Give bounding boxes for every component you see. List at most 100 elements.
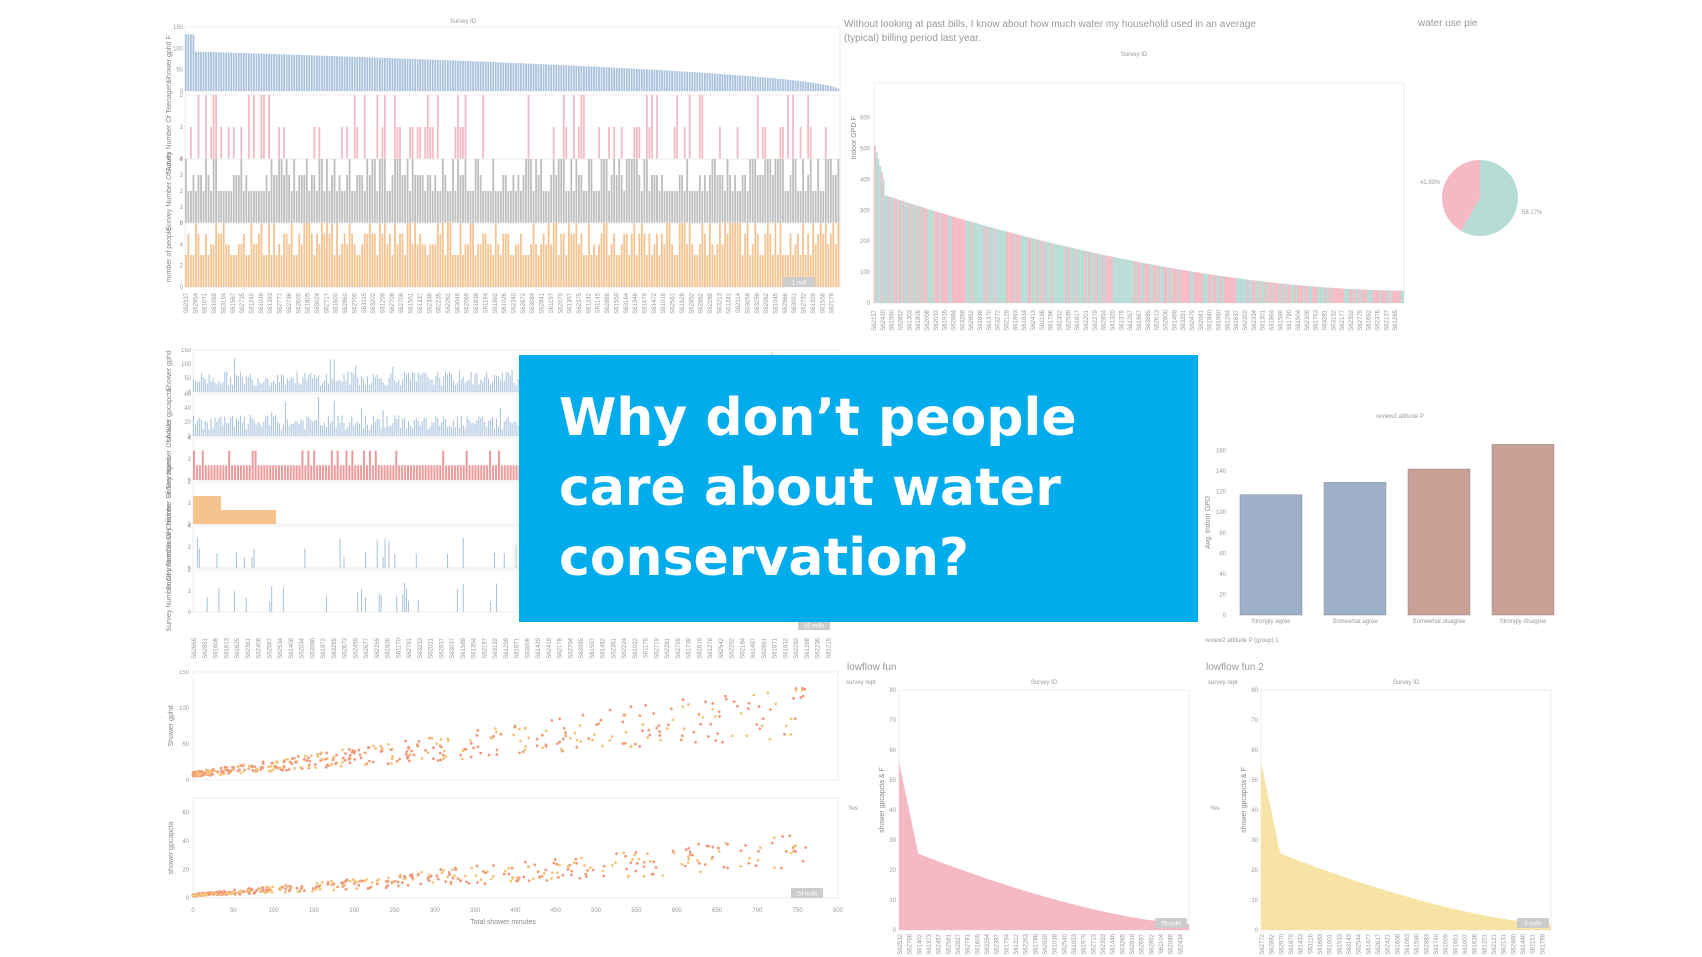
tr-id-label: S61267 — [1128, 309, 1134, 330]
tl-bar — [721, 244, 724, 287]
tr-bar — [1073, 248, 1076, 303]
bl-point — [711, 701, 715, 705]
tr-bar — [1239, 278, 1242, 303]
ml-bar — [349, 421, 351, 436]
bl-point — [652, 712, 656, 715]
bl-point — [794, 688, 798, 692]
tr-bar — [1266, 281, 1268, 303]
ml-bar — [441, 385, 443, 392]
ml-id-label: S62666 — [192, 637, 198, 658]
ml-bar — [302, 377, 304, 392]
tr-bar — [1114, 257, 1117, 303]
tl-tick: 150 — [173, 25, 184, 31]
bl-point — [216, 770, 220, 774]
bm-title: Survey ID — [1031, 680, 1058, 686]
tl-bar — [620, 244, 623, 287]
br-tick: 70 — [1251, 718, 1258, 724]
ml-bar — [378, 378, 380, 392]
tl-bar — [396, 159, 399, 223]
tl-bar — [295, 191, 298, 223]
tl-bar — [701, 191, 704, 223]
tl-bar — [328, 55, 331, 91]
tr-bar — [1243, 279, 1245, 303]
bl-point — [474, 874, 478, 877]
tl-bar — [293, 54, 296, 91]
bl-point — [426, 751, 430, 755]
bl-point — [283, 890, 287, 894]
tl-bar — [232, 52, 235, 91]
tr-bar — [1093, 252, 1095, 303]
bl-point — [390, 881, 394, 885]
tl-bar — [454, 191, 457, 223]
tl-id-label: S63202 — [371, 292, 377, 313]
tl-bar — [419, 59, 422, 91]
ml-bar — [221, 510, 276, 524]
tl-bar — [336, 56, 338, 91]
tl-bar — [436, 95, 439, 159]
tl-bar — [326, 159, 328, 223]
tr-bar — [1197, 272, 1200, 303]
tl-bar — [827, 85, 830, 91]
tl-bar — [270, 159, 273, 223]
bl-point — [336, 885, 340, 889]
tr-bar — [1381, 290, 1383, 303]
ml-bar — [296, 421, 298, 436]
tr-bar — [1368, 289, 1371, 303]
ml-bar — [318, 397, 320, 436]
ml-bar — [497, 450, 500, 480]
ml-bar — [453, 465, 456, 480]
tr-bar — [1278, 283, 1281, 303]
ml-bar — [435, 376, 437, 392]
bl-point — [408, 759, 411, 763]
tr-id-label: S62413 — [1031, 309, 1037, 330]
ml-bar — [245, 375, 247, 392]
ml-bar — [451, 427, 452, 436]
bm-tick: 70 — [889, 718, 896, 724]
tl-bar — [308, 55, 311, 91]
tr-bar — [1220, 275, 1223, 303]
tr-bar — [1158, 265, 1161, 303]
tr-bar — [891, 197, 894, 303]
ml-bar — [513, 382, 515, 392]
tl-bar — [734, 175, 736, 223]
tl-bar — [787, 255, 789, 287]
tr-bar — [1057, 244, 1060, 303]
bl-point — [623, 741, 627, 745]
tr-id-label: S61840 — [1208, 309, 1214, 330]
bl-point — [558, 863, 561, 867]
ml-bar — [415, 418, 417, 436]
ml-bar — [398, 379, 400, 392]
tl-bar — [779, 223, 782, 287]
tl-bar — [555, 175, 558, 223]
bl-point — [705, 844, 709, 848]
bl-point — [572, 861, 576, 864]
tl-bar — [225, 52, 228, 91]
ml-bar — [484, 376, 486, 392]
tr-id-label: S61834 — [1022, 309, 1028, 330]
ml-id-label: S61175 — [644, 637, 650, 658]
bl-point — [252, 892, 256, 895]
ml-bar — [275, 415, 277, 436]
bl-point — [329, 879, 333, 883]
tl-bar — [532, 63, 535, 91]
tl-bar — [646, 159, 648, 223]
tl-bar — [570, 159, 573, 223]
ml-bar — [359, 384, 361, 392]
tl-id-label: S61337 — [418, 292, 424, 313]
ml-bar — [259, 382, 261, 392]
tr-bar — [1020, 235, 1023, 303]
bl-point — [309, 754, 313, 758]
tr-bar — [1211, 274, 1214, 303]
tl-bar — [706, 73, 709, 91]
tl-bar — [195, 191, 197, 223]
tl-bar — [394, 58, 396, 91]
tl-bar — [376, 57, 379, 91]
ml-bar — [316, 377, 318, 392]
ml-bar — [464, 382, 466, 392]
bl-point — [721, 740, 724, 744]
ml-bar — [261, 383, 263, 392]
tr-bar — [965, 220, 968, 303]
ml-bar — [301, 450, 304, 480]
bl-point — [564, 734, 568, 738]
bl-point — [358, 879, 362, 883]
